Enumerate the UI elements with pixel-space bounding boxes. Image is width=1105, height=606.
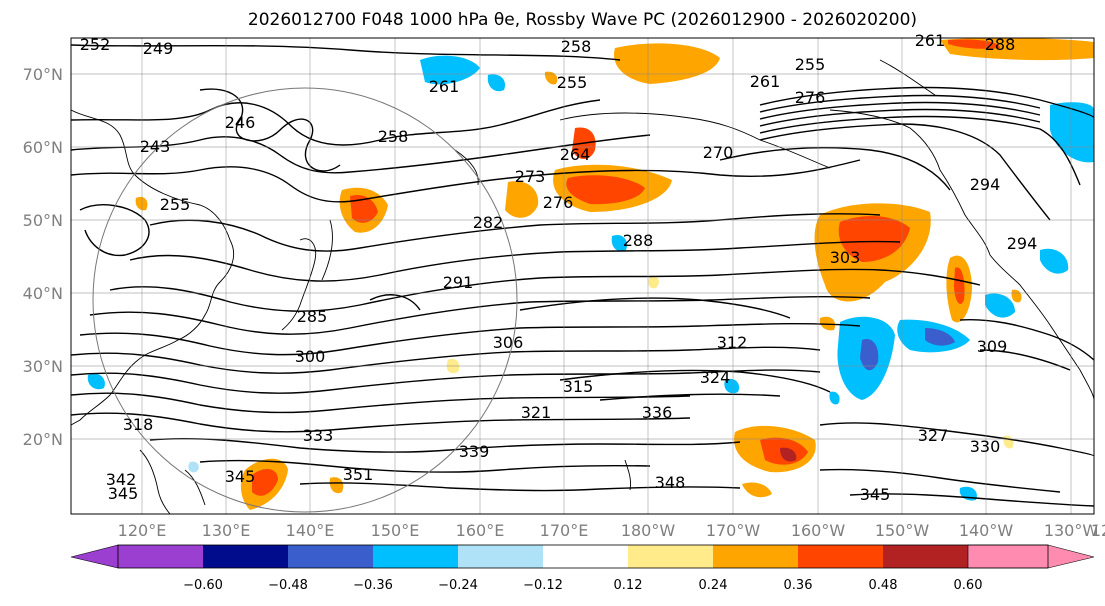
colorbar-segment	[288, 545, 373, 568]
contour-label: 270	[703, 143, 734, 162]
lat-label-40n: 40°N	[23, 284, 63, 303]
colorbar-tick: −0.36	[353, 578, 393, 593]
colorbar-segment	[628, 545, 713, 568]
contour-label: 288	[623, 231, 654, 250]
positive-anomaly-shading	[135, 38, 1094, 510]
colorbar-tick: −0.24	[438, 578, 478, 593]
colorbar-tick: 0.24	[699, 578, 728, 593]
contour-label: 315	[563, 377, 594, 396]
colorbar-tick: −0.48	[268, 578, 308, 593]
contour-label: 282	[473, 213, 504, 232]
colorbar-low-extension	[70, 544, 119, 569]
colorbar-tick: −0.12	[523, 578, 563, 593]
contour-label: 255	[160, 195, 191, 214]
contour-label: 294	[970, 175, 1001, 194]
contour-label: 321	[521, 403, 552, 422]
map-plot-area	[71, 38, 1094, 514]
lat-label-60n: 60°N	[23, 138, 63, 157]
theta-e-contours	[71, 44, 1094, 507]
contour-label: 264	[560, 145, 591, 164]
lon-label: 180°W	[621, 521, 676, 540]
colorbar-segment	[203, 545, 288, 568]
colorbar-segment	[458, 545, 543, 568]
latitude-labels: 70°N 60°N 50°N 40°N 30°N 20°N	[23, 65, 63, 449]
contour-label: 255	[557, 73, 588, 92]
contour-label: 300	[295, 347, 326, 366]
contour-label: 288	[985, 35, 1016, 54]
contour-label: 261	[915, 31, 946, 50]
contour-label: 273	[515, 167, 546, 186]
contour-label: 249	[143, 39, 174, 58]
colorbar-segment	[543, 545, 628, 568]
contour-label: 339	[459, 442, 490, 461]
lon-label: 120°W	[1091, 521, 1105, 540]
contour-label: 243	[140, 137, 171, 156]
contour-label: 318	[123, 415, 154, 434]
contour-label: 348	[655, 473, 686, 492]
plot-frame	[70, 37, 1095, 515]
lon-label: 150°E	[371, 521, 420, 540]
contour-label: 309	[977, 337, 1008, 356]
contour-label: 345	[225, 467, 256, 486]
colorbar-segment	[373, 545, 458, 568]
lon-label: 140°W	[959, 521, 1014, 540]
lat-label-70n: 70°N	[23, 65, 63, 84]
colorbar: −0.60 −0.48 −0.36 −0.24 −0.12 0.12 0.24 …	[70, 544, 1095, 593]
colorbar-tick: 0.60	[954, 578, 983, 593]
contour-label: 342	[106, 470, 137, 489]
lon-label: 130°W	[1044, 521, 1099, 540]
contour-label: 276	[543, 193, 574, 212]
lat-label-30n: 30°N	[23, 357, 63, 376]
contour-label: 303	[830, 248, 861, 267]
colorbar-tick: 0.48	[869, 578, 898, 593]
contour-label: 246	[225, 113, 256, 132]
graticule	[71, 38, 1094, 514]
contour-label: 312	[717, 333, 748, 352]
colorbar-segment	[118, 545, 203, 568]
colorbar-high-extension	[967, 544, 1095, 569]
lon-label: 120°E	[118, 521, 167, 540]
contour-label: 276	[795, 88, 826, 107]
contour-label: 336	[642, 403, 673, 422]
contour-label: 306	[493, 333, 524, 352]
colorbar-segment	[798, 545, 883, 568]
colorbar-outline	[117, 544, 1049, 569]
contour-label: 351	[343, 465, 374, 484]
contour-label: 345	[860, 485, 891, 504]
colorbar-tick: 0.12	[614, 578, 643, 593]
lon-label: 140°E	[286, 521, 335, 540]
lon-label: 170°E	[540, 521, 589, 540]
contour-label: 285	[297, 307, 328, 326]
contour-label-group: 252 249 258 261 288 255 261 255 276 261 …	[80, 31, 1038, 504]
contour-label: 258	[378, 127, 409, 146]
lon-label: 160°E	[456, 521, 505, 540]
longitude-labels: 120°E 130°E 140°E 150°E 160°E 170°E 180°…	[118, 521, 1105, 540]
contour-label: 327	[918, 426, 949, 445]
contour-label: 255	[795, 55, 826, 74]
contour-label: 261	[750, 72, 781, 91]
colorbar-tick: −0.60	[183, 578, 223, 593]
contour-label: 252	[80, 35, 111, 54]
contour-label: 291	[443, 273, 474, 292]
contour-label: 345	[108, 484, 139, 503]
lon-label: 160°W	[791, 521, 846, 540]
lon-label: 170°W	[706, 521, 761, 540]
colorbar-tick: 0.36	[784, 578, 813, 593]
contour-label: 333	[303, 426, 334, 445]
contour-label: 330	[970, 437, 1001, 456]
title-text: 2026012700 F048 1000 hPa θe, Rossby Wave…	[247, 10, 918, 30]
contour-label: 258	[561, 37, 592, 56]
lat-label-50n: 50°N	[23, 211, 63, 230]
colorbar-segment	[713, 545, 798, 568]
range-ring	[92, 87, 518, 513]
contour-label: 294	[1007, 234, 1038, 253]
lon-label: 150°W	[875, 521, 930, 540]
contour-label: 261	[429, 77, 460, 96]
lat-label-20n: 20°N	[23, 430, 63, 449]
lon-label: 130°E	[202, 521, 251, 540]
colorbar-segment	[883, 545, 968, 568]
map-title: 2026012700 F048 1000 hPa θe, Rossby Wave…	[0, 10, 1105, 30]
contour-label: 324	[700, 368, 731, 387]
